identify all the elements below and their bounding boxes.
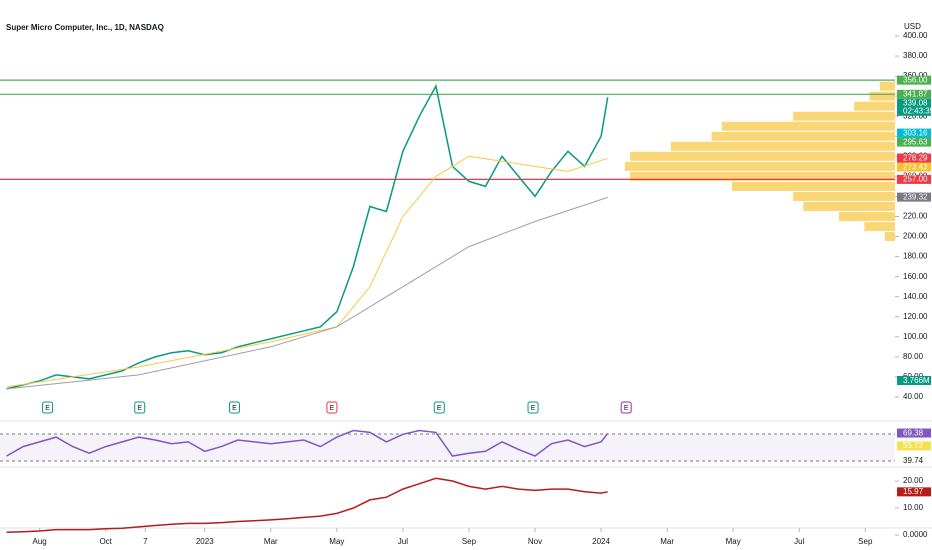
y-tick-label: 20.00 (903, 476, 924, 485)
price-badge-label: 341.87 (903, 90, 928, 99)
series-line (6, 429, 609, 457)
price-badge-label: 339.08 (903, 99, 928, 108)
volume-profile-bar (869, 91, 895, 101)
y-tick-label: 140.00 (903, 292, 928, 301)
series-line (6, 477, 608, 534)
volume-profile-bar (854, 101, 895, 111)
y-tick-label: 320.00 (903, 111, 928, 120)
price-badge (897, 153, 931, 163)
y-tick-label: 200.00 (903, 232, 928, 241)
earnings-label: E (45, 405, 50, 412)
y-tick-label: 0.0000 (903, 530, 928, 539)
earnings-marker (326, 401, 338, 414)
volume-profile-bar (803, 201, 895, 211)
earnings-label: E (437, 405, 442, 412)
y-tick-label: 80.00 (903, 352, 924, 361)
x-tick-label: Jul (794, 537, 804, 546)
y-tick-label: 220.00 (903, 212, 928, 221)
price-badge-label: 303.16 (903, 128, 928, 137)
y-tick-label: 180.00 (903, 252, 928, 261)
volume-profile-bar (670, 141, 895, 151)
price-badge-label: 239.32 (903, 192, 928, 201)
x-tick-label: May (329, 537, 344, 546)
series-line (6, 196, 608, 390)
price-badge (897, 487, 931, 497)
earnings-marker (620, 401, 632, 414)
price-badge-label: 55.72 (903, 441, 924, 450)
volume-profile-bar (731, 181, 895, 191)
earnings-label: E (232, 405, 237, 412)
earnings-marker (433, 401, 445, 414)
volume-profile-bar (793, 191, 895, 201)
x-tick-label: 2024 (592, 537, 610, 546)
countdown-label: 02:43:35 (903, 107, 932, 116)
price-badge-label: 278.29 (903, 153, 928, 162)
earnings-label: E (624, 405, 629, 412)
volume-badge (897, 376, 931, 385)
y-tick-label: 160.00 (903, 272, 928, 281)
y-tick-label: 400.00 (903, 31, 928, 40)
price-badge-label: 295.63 (903, 137, 928, 146)
volume-profile-bar (884, 232, 895, 242)
x-tick-label: Oct (99, 537, 112, 546)
price-badge (897, 428, 931, 438)
price-badge (897, 174, 931, 184)
x-tick-label: 2023 (196, 537, 214, 546)
volume-profile-bar (630, 151, 895, 161)
price-badge (897, 75, 931, 85)
earnings-label: E (531, 405, 536, 412)
y-tick-label: 120.00 (903, 312, 928, 321)
x-tick-label: Sep (858, 537, 873, 546)
currency: USD (904, 22, 921, 31)
price-badge-label: 15.97 (903, 487, 924, 496)
x-tick-label: Jul (398, 537, 408, 546)
chart-title: Super Micro Computer, Inc., 1D, NASDAQ (6, 23, 164, 32)
x-tick-label: May (726, 537, 741, 546)
earnings-label: E (137, 405, 142, 412)
price-badge (897, 162, 931, 172)
earnings-label: E (330, 405, 335, 412)
volume-profile-bar (793, 111, 895, 121)
volume-profile-bar (711, 131, 895, 141)
y-tick-label: 10.00 (903, 503, 924, 512)
y-tick-label: 40.00 (903, 392, 924, 401)
earnings-marker (42, 401, 54, 414)
price-badge-label: 273.43 (903, 162, 928, 171)
x-tick-label: Mar (660, 537, 674, 546)
price-badge (897, 98, 931, 116)
y-tick-label: 39.74 (903, 456, 924, 465)
price-badge (897, 89, 931, 99)
y-tick-label: 380.00 (903, 51, 928, 60)
volume-profile-bar (879, 81, 895, 91)
x-tick-label: Nov (528, 537, 542, 546)
series-line (6, 155, 608, 388)
volume-profile-bar (625, 161, 895, 171)
price-badge (897, 137, 931, 147)
earnings-marker (527, 401, 539, 414)
price-badge-label: 257.00 (903, 175, 928, 184)
y-tick-label: 100.00 (903, 332, 928, 341)
volume-badge-label: 3.766M (903, 376, 930, 385)
price-badge-label: 356.00 (903, 75, 928, 84)
volume-profile-bar (864, 222, 895, 232)
volume-profile-bar (721, 121, 895, 131)
x-tick-label: 7 (143, 537, 148, 546)
x-tick-label: Aug (33, 537, 47, 546)
price-badge (897, 128, 931, 138)
volume-profile-bar (838, 211, 895, 221)
earnings-marker (228, 401, 240, 414)
price-badge (897, 441, 931, 451)
price-badge (897, 192, 931, 202)
earnings-marker (134, 401, 146, 414)
price-badge-label: 69.38 (903, 428, 924, 437)
x-tick-label: Sep (462, 537, 477, 546)
x-tick-label: Mar (264, 537, 278, 546)
volume-profile-bar (630, 171, 895, 181)
series-line (6, 84, 609, 390)
